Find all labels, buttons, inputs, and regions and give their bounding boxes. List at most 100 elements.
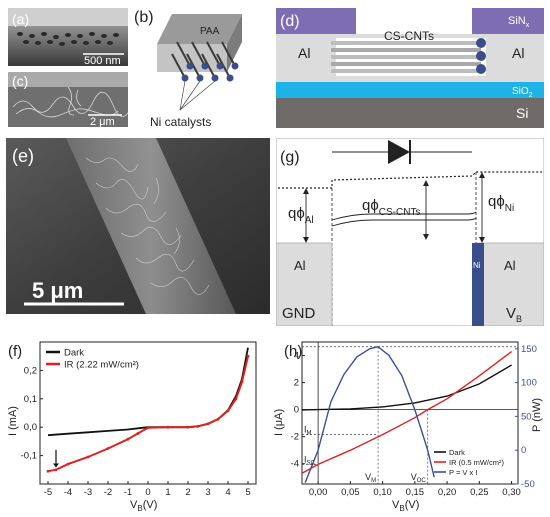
band-ni: Ni [473, 261, 481, 270]
panel-e-scale: 5 μm [32, 278, 83, 303]
panel-c-image: 2 μm (c) [8, 72, 134, 128]
chart-h-tag: (h) [284, 343, 302, 360]
chart-h-series-line [301, 364, 512, 411]
chart-h-xtick-label: 0,25 [470, 487, 489, 498]
chart-h-ytick-label: 2 [294, 378, 299, 389]
panel-c-scale: 2 μm [90, 116, 115, 127]
chart-h-ytick-right-label: -50 [521, 479, 535, 490]
chart-h-xtick-label: 0,30 [502, 487, 521, 498]
panel-g-image: qϕAl qϕCS-CNTs qϕNi Al Ni Al GND VB (g) [275, 137, 545, 327]
chart-f-ylabel: I (mA) [7, 406, 19, 436]
chart-h-xlabel-unit: (V) [405, 499, 420, 511]
panel-e-sem: 5 μm (e) [6, 138, 270, 314]
chart-f-svg: (f) I (mA) VB(V) -5 -4 -3 -2 -1 0 1 2 3 4 5 -0,1 0,0… [7, 341, 257, 513]
chart-f-xtick-label: 4 [225, 487, 230, 498]
panel-d-al-left: Al [298, 45, 310, 61]
chart-f-xtick-label: -3 [84, 487, 92, 498]
phi-cnt-sub: CS-CNTs [379, 207, 421, 218]
chart-h-annot-vm: VM [365, 472, 376, 484]
chart-f-point [46, 469, 50, 473]
chart-f-point [86, 455, 90, 459]
panel-d-cscnts: CS-CNTs [384, 29, 434, 43]
chart-f-point [216, 417, 220, 421]
svg-text:VB: VB [506, 305, 522, 324]
panel-d-tag: (d) [280, 13, 300, 30]
panel-d-sio2-sub: 2 [529, 92, 533, 99]
panel-a-scale: 500 nm [84, 55, 121, 66]
chart-f-xtick-label: -4 [64, 487, 72, 498]
chart-h-legend-label: Dark [449, 448, 465, 457]
svg-text:VB(V): VB(V) [392, 499, 419, 512]
chart-h-annot-isc: ISC [304, 454, 316, 466]
svg-text:SiNx: SiNx [508, 15, 530, 29]
svg-text:qϕNi: qϕNi [488, 193, 514, 214]
panel-d-image: Al Al CS-CNTs SiNx SiO2 Si (d) [276, 8, 544, 134]
panel-c-sem: 2 μm (c) [8, 72, 134, 128]
chart-f-arrow-head [53, 463, 59, 468]
phi-cnt-label: qϕ [362, 197, 379, 214]
chart-f-xlabel-sub: B [137, 504, 142, 512]
chart-h-xtick-label: 0,00 [309, 487, 328, 498]
svg-text:SiO2: SiO2 [512, 86, 533, 99]
chart-f-point [196, 424, 200, 428]
panel-d-sinx: SiN [508, 15, 526, 27]
chart-f-xtick-label: 1 [165, 487, 170, 498]
chart-h-annot-im: IM [304, 425, 312, 437]
panel-g-tag: (g) [280, 149, 300, 166]
chart-h-xtick-label: 0,20 [438, 487, 457, 498]
chart-f-xtick-label: 2 [185, 487, 190, 498]
panel-d-device-crosssection: Al Al CS-CNTs SiNx SiO2 Si (d) [276, 8, 544, 134]
chart-f-legend-label: IR (2.22 mW/cm²) [64, 360, 139, 371]
phi-al-label: qϕ [288, 205, 305, 222]
panel-d-si: Si [516, 105, 528, 121]
chart-f-point [206, 422, 210, 426]
panel-e-tag: (e) [12, 146, 34, 166]
panel-a-sem: 500 nm (a) [8, 8, 128, 67]
chart-f-point [246, 354, 250, 358]
chart-h-annot-voc: VOC [411, 472, 427, 484]
panel-b-tag: (b) [134, 9, 154, 26]
chart-f-xlabel: V [130, 499, 138, 511]
chart-h-legend-label: P = V x I [449, 468, 477, 477]
chart-f-legend-label: Dark [64, 348, 84, 359]
chart-h-xlabel: V [392, 499, 400, 511]
chart-f-xtick-label: 5 [245, 487, 250, 498]
chart-h-ytick-right-label: 50 [521, 411, 532, 422]
chart-h-series-line [301, 350, 513, 474]
panel-d-sinx-sub: x [526, 22, 530, 29]
chart-h-ylabel-right: P (nW) [531, 398, 543, 432]
panel-a-image: 500 nm (a) [8, 8, 128, 67]
vb-label: V [506, 305, 516, 322]
phi-ni-sub: Ni [505, 203, 514, 214]
chart-h-ytick-label: 0 [294, 405, 299, 416]
chart-f-point [226, 409, 230, 413]
chart-h-xtick-label: 0,05 [341, 487, 360, 498]
chart-f-xlabel-unit: (V) [143, 499, 158, 511]
chart-f-xtick-label: -5 [44, 487, 52, 498]
phi-ni-label: qϕ [488, 193, 505, 210]
panel-b-paa: PAA [200, 26, 220, 37]
panel-a-tag: (a) [12, 11, 29, 27]
chart-f-point [106, 447, 110, 450]
chart-f-xtick-label: -2 [104, 487, 112, 498]
chart-f-xtick-label: 0 [145, 487, 150, 498]
panel-e-image: 5 μm (e) [6, 138, 270, 314]
chart-f-ytick-label: 0,0 [24, 422, 37, 433]
panel-b-schematic: (b) PAA Ni catalysts [132, 4, 272, 132]
panel-h-chart: (h) I (μA) P (nW) VB(V) 0,00 0,05 0,10 0,15… [272, 336, 548, 513]
panel-g-band-diagram: qϕAl qϕCS-CNTs qϕNi Al Ni Al GND VB (g) [275, 137, 545, 327]
chart-h-xtick-label: 0,10 [373, 487, 392, 498]
chart-h-ylabel: I (μA) [273, 409, 285, 436]
chart-f-point [136, 432, 140, 435]
svg-text:qϕCS-CNTs: qϕCS-CNTs [362, 197, 420, 218]
chart-f-point [54, 468, 58, 472]
chart-h-ytick-right-label: 150 [521, 344, 537, 355]
svg-text:qϕAl: qϕAl [288, 205, 314, 226]
chart-f-xtick-label: -1 [124, 487, 132, 498]
chart-h-xlabel-sub: B [399, 504, 404, 512]
chart-f-ytick-label: 0,1 [24, 394, 37, 405]
chart-h-xtick-label: 0,15 [406, 487, 425, 498]
chart-h-ytick-right-label: 100 [521, 378, 537, 389]
panel-f-chart: (f) I (mA) VB(V) -5 -4 -3 -2 -1 0 1 2 3 4 5 -0,1 0,0… [4, 336, 268, 513]
chart-f-point [186, 425, 190, 429]
